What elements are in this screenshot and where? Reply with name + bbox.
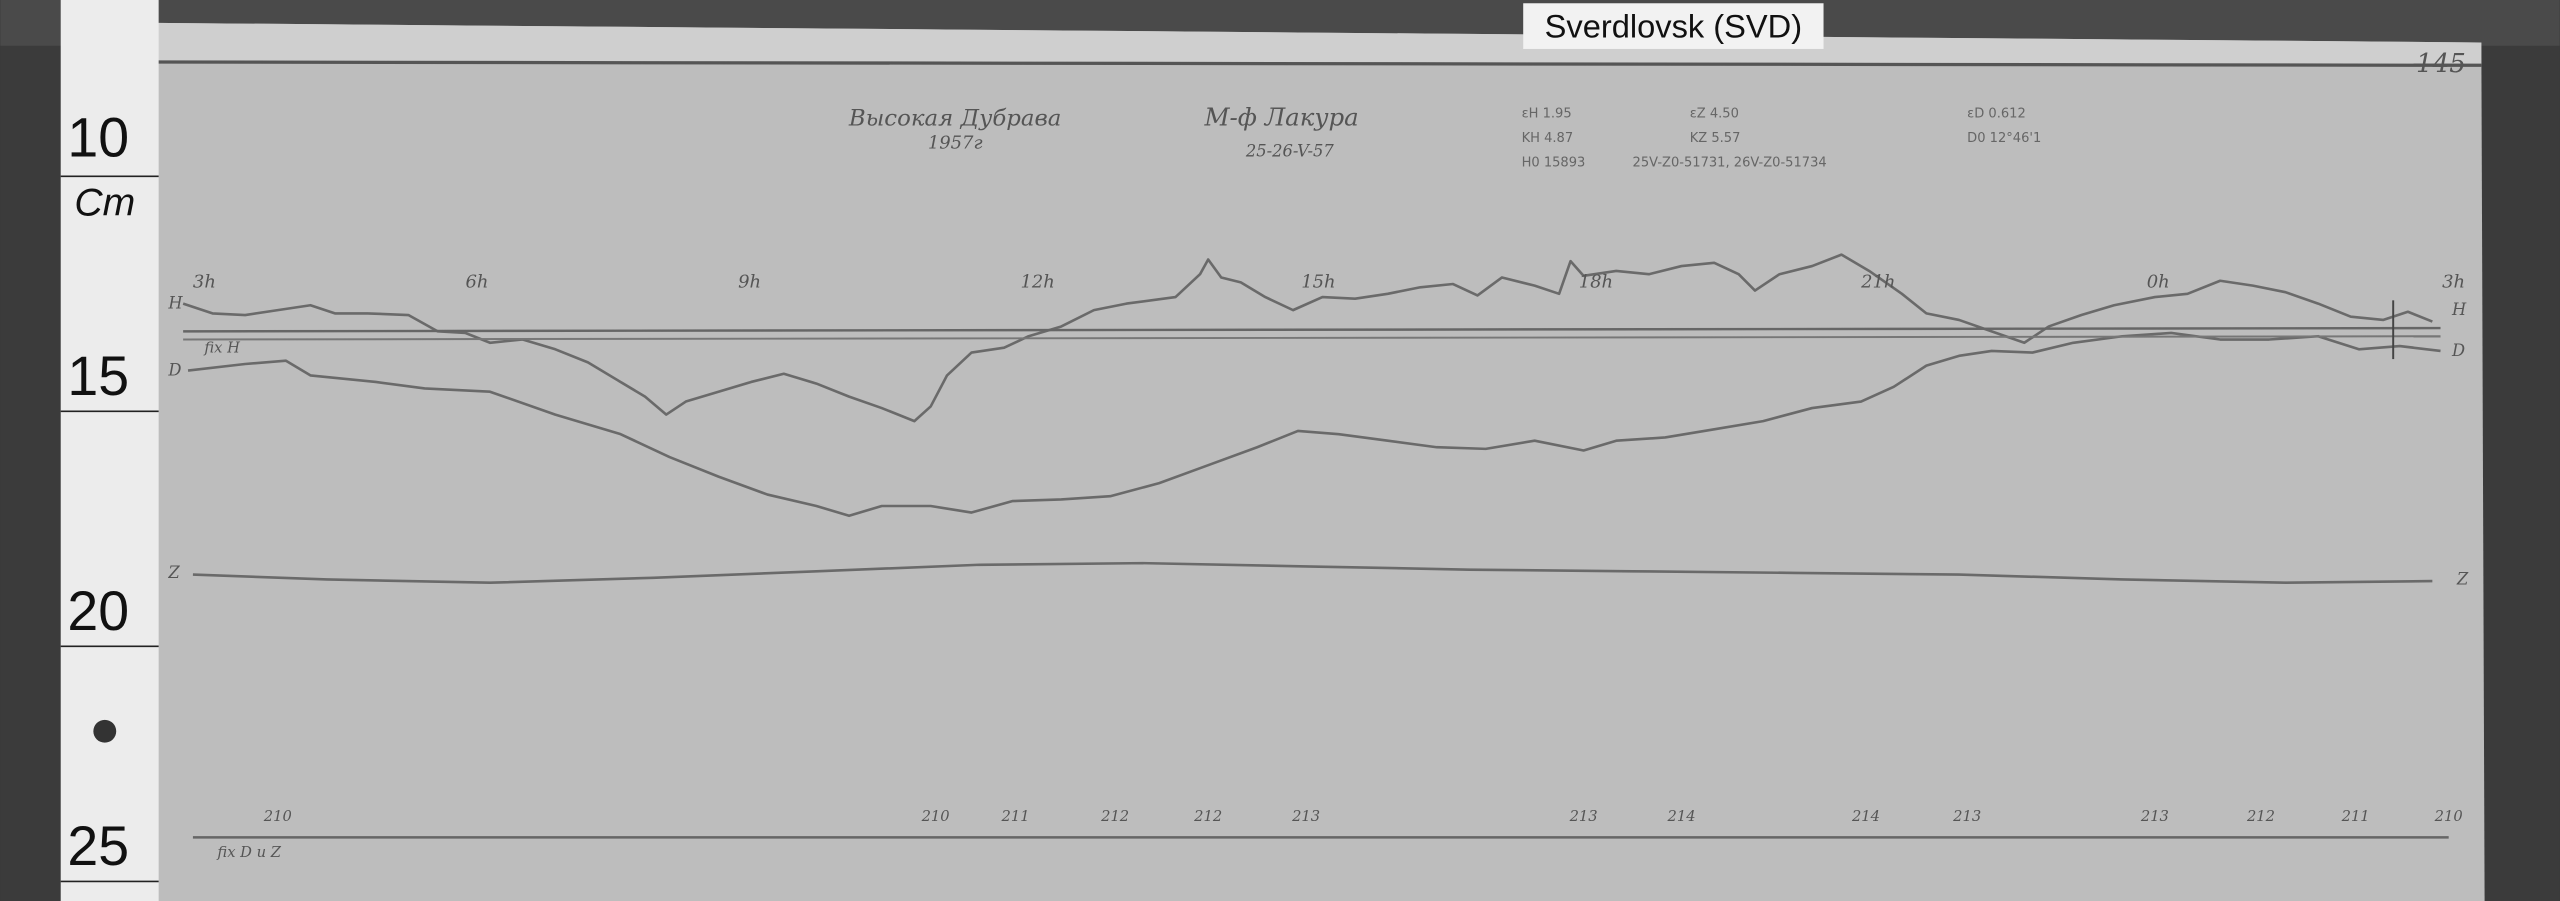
bottom-value: 213 [1291, 808, 1320, 825]
baseline-label: fix H [203, 340, 241, 357]
bottom-value: 210 [921, 808, 950, 825]
hour-label: 18h [1579, 271, 1613, 292]
bottom-value: 212 [1193, 808, 1222, 825]
ruler-label: 20 [67, 580, 129, 642]
hour-label: 3h [2442, 271, 2465, 292]
bottom-value: 212 [2246, 808, 2275, 825]
hours: 3h 6h 9h 12h 15h 18h 21h 0h 3h [193, 271, 2465, 292]
param: εZ 4.50 [1690, 107, 1739, 122]
year: 1957г [928, 133, 983, 154]
hour-label: 0h [2147, 271, 2170, 292]
z-trace [192, 561, 2433, 585]
bottom-value: 213 [2140, 808, 2169, 825]
hour-label: 15h [1301, 271, 1335, 292]
ruler-hole [93, 719, 117, 743]
trace-label: D [167, 360, 181, 379]
dates: 25-26-V-57 [1245, 142, 1335, 161]
baseline [183, 335, 2441, 341]
param: εD 0.612 [1967, 107, 2026, 122]
d-trace [187, 331, 2441, 518]
paper-top-line [155, 60, 2482, 67]
baseline-label: fix D u Z [216, 844, 281, 861]
bottom-value: 210 [2434, 808, 2463, 825]
param: H0 15893 [1522, 155, 1586, 170]
sheet-number: 145 [2416, 49, 2466, 79]
h-trace [182, 253, 2433, 423]
paper [155, 22, 2485, 901]
bottom-value: 211 [2341, 808, 2370, 825]
hour-label: 21h [1860, 271, 1895, 292]
param: 25V-Z0-51731, 26V-Z0-51734 [1633, 155, 1827, 170]
bottom-value: 213 [1569, 808, 1598, 825]
params: εH 1.95 εZ 4.50 εD 0.612 KH 4.87 KZ 5.57 D0 1… [1522, 107, 2042, 171]
param: D0 12°46'1 [1967, 131, 2041, 146]
param: KZ 5.57 [1690, 131, 1741, 146]
ruler-label: Cm [74, 181, 135, 224]
bottom-value: 211 [1001, 808, 1030, 825]
ruler [60, 0, 159, 901]
paper-edge [155, 22, 2482, 66]
trace-label: H [2451, 300, 2467, 319]
bottom-value: 213 [1952, 808, 1981, 825]
observer: М-ф Лакура [1203, 103, 1358, 132]
baseline [183, 326, 2441, 333]
bottom-value: 210 [263, 808, 292, 825]
station-label: Sverdlovsk (SVD) [1545, 8, 1802, 45]
trace-label: Z [167, 563, 180, 582]
trace-label: D [2451, 341, 2465, 360]
trace-label: H [167, 293, 183, 312]
param: KH 4.87 [1522, 131, 1574, 146]
ruler-label: 10 [67, 107, 129, 169]
trace-label: Z [2456, 569, 2469, 588]
hour-label: 3h [193, 271, 216, 292]
ruler-label: 25 [67, 815, 129, 877]
ruler-label: 15 [67, 345, 129, 407]
hour-label: 9h [738, 271, 761, 292]
hour-label: 6h [466, 271, 489, 292]
label-box [1523, 3, 1824, 49]
bottom-values: 210 210 211 212 212 213 213 214 214 213 213 212 211 2… [263, 808, 2463, 825]
param: εH 1.95 [1522, 107, 1572, 122]
bottom-value: 214 [1667, 808, 1696, 825]
title: Высокая Дубрава [848, 106, 1062, 132]
bottom-value: 214 [1851, 808, 1880, 825]
bottom-value: 212 [1100, 808, 1129, 825]
hour-label: 12h [1020, 271, 1054, 292]
